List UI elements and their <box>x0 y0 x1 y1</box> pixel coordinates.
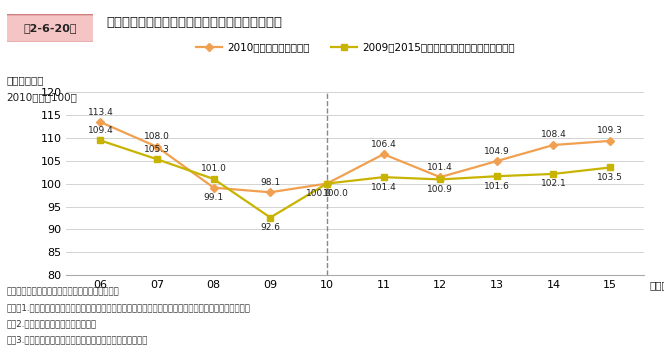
Text: 第2-6-20図: 第2-6-20図 <box>23 23 76 33</box>
Text: 105.3: 105.3 <box>144 145 170 154</box>
Text: 108.0: 108.0 <box>144 132 170 141</box>
Text: 108.4: 108.4 <box>540 131 566 139</box>
Text: （年度）: （年度） <box>650 280 664 290</box>
Text: （労働生産性: （労働生産性 <box>7 75 44 85</box>
Text: 101.4: 101.4 <box>371 183 396 192</box>
Text: 109.3: 109.3 <box>597 126 623 135</box>
Text: 101.0: 101.0 <box>201 164 226 173</box>
Text: 109.4: 109.4 <box>88 126 114 135</box>
Text: 113.4: 113.4 <box>88 108 114 116</box>
Text: 106.4: 106.4 <box>371 140 396 149</box>
Text: 100.9: 100.9 <box>427 185 453 194</box>
Text: 98.1: 98.1 <box>260 178 280 187</box>
Text: 2010年度＝100）: 2010年度＝100） <box>7 92 78 102</box>
Text: 103.5: 103.5 <box>597 173 623 182</box>
Legend: 2010年度に実施した企業, 2009～2015年度の間一切実施していない企業: 2010年度に実施した企業, 2009～2015年度の間一切実施していない企業 <box>192 38 519 56</box>
Text: （注）1.ここでいう企業再編行動とは、「事業譲受」、「吸収合併」、「買収による子会社増」をいう。: （注）1.ここでいう企業再編行動とは、「事業譲受」、「吸収合併」、「買収による子… <box>7 304 250 312</box>
Text: 100.0: 100.0 <box>305 189 331 198</box>
Text: 資料：経済産業省「企業活動基本調査」再編加工: 資料：経済産業省「企業活動基本調査」再編加工 <box>7 288 120 297</box>
Text: 99.1: 99.1 <box>204 193 224 202</box>
Text: 101.4: 101.4 <box>428 163 453 172</box>
FancyBboxPatch shape <box>3 15 96 42</box>
Text: 104.9: 104.9 <box>484 146 510 156</box>
Text: 101.6: 101.6 <box>484 182 510 191</box>
Text: 100.0: 100.0 <box>323 189 349 198</box>
Text: 92.6: 92.6 <box>260 223 280 232</box>
Text: 企業再編行動実施企業と非実施企業の労働生産性: 企業再編行動実施企業と非実施企業の労働生産性 <box>106 17 282 29</box>
Text: 3.労働生産性＝付加価値額／従業員数で計算している。: 3.労働生産性＝付加価値額／従業員数で計算している。 <box>7 335 148 344</box>
Text: 102.1: 102.1 <box>540 179 566 189</box>
Text: 2.中小企業のみを集計している。: 2.中小企業のみを集計している。 <box>7 319 97 328</box>
